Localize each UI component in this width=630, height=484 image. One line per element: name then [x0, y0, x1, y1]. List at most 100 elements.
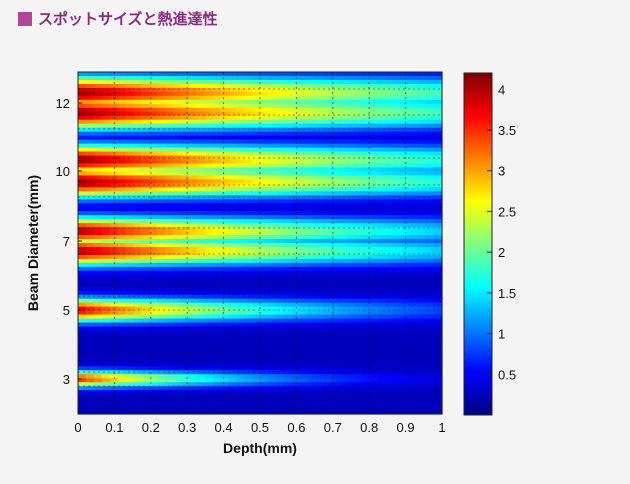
- heatmap-cell: [267, 72, 277, 77]
- heatmap-cell: [331, 219, 340, 224]
- heatmap-cell: [331, 159, 340, 165]
- heatmap-cell: [141, 147, 150, 153]
- heatmap-cell: [165, 135, 174, 141]
- heatmap-cell: [101, 211, 111, 216]
- heatmap-cell: [133, 211, 142, 216]
- heatmap-cell: [378, 239, 388, 244]
- heatmap-cell: [172, 334, 182, 340]
- heatmap-cell: [339, 314, 348, 320]
- heatmap-cell: [323, 298, 332, 304]
- heatmap-cell: [402, 235, 411, 240]
- heatmap-cell: [283, 410, 293, 415]
- heatmap-cell: [212, 262, 222, 268]
- heatmap-cell: [315, 306, 324, 312]
- heatmap-cell: [315, 219, 324, 224]
- heatmap-cell: [172, 123, 182, 129]
- heatmap-cell: [252, 246, 261, 252]
- heatmap-cell: [283, 231, 293, 236]
- x-tick-label: 0.1: [105, 420, 123, 435]
- heatmap-cell: [283, 270, 293, 276]
- heatmap-cell: [78, 330, 87, 336]
- heatmap-cell: [323, 75, 332, 81]
- heatmap-cell: [260, 322, 269, 328]
- heatmap-cell: [434, 207, 443, 212]
- heatmap-cell: [362, 334, 372, 340]
- heatmap-cell: [267, 131, 277, 137]
- heatmap-cell: [133, 167, 142, 173]
- heatmap-cell: [426, 382, 435, 387]
- heatmap-cell: [228, 199, 237, 204]
- heatmap-cell: [180, 250, 190, 256]
- heatmap-cell: [362, 147, 372, 153]
- heatmap-cell: [93, 239, 103, 244]
- heatmap-cell: [141, 246, 150, 252]
- heatmap-cell: [354, 163, 364, 169]
- heatmap-cell: [212, 402, 222, 407]
- heatmap-cell: [85, 270, 95, 276]
- heatmap-cell: [402, 350, 411, 355]
- heatmap-cell: [362, 72, 372, 77]
- heatmap-cell: [109, 402, 119, 407]
- heatmap-cell: [299, 235, 309, 240]
- heatmap-cell: [220, 171, 229, 176]
- heatmap-cell: [172, 298, 182, 304]
- heatmap-cell: [394, 107, 404, 113]
- heatmap-cell: [172, 250, 182, 256]
- heatmap-cell: [402, 219, 411, 224]
- heatmap-cell: [204, 318, 214, 324]
- heatmap-cell: [362, 239, 372, 244]
- heatmap-cell: [434, 250, 443, 256]
- heatmap-cell: [204, 155, 214, 161]
- heatmap-cell: [410, 151, 419, 157]
- heatmap-cell: [78, 406, 87, 411]
- heatmap-cell: [165, 123, 174, 129]
- heatmap-cell: [188, 322, 198, 328]
- heatmap-cell: [196, 111, 206, 117]
- heatmap-cell: [244, 223, 253, 228]
- heatmap-cell: [347, 227, 356, 232]
- heatmap-cell: [323, 207, 332, 212]
- heatmap-cell: [125, 223, 134, 228]
- heatmap-cell: [434, 274, 443, 280]
- heatmap-cell: [236, 262, 245, 268]
- heatmap-cell: [267, 322, 277, 328]
- heatmap-cell: [418, 195, 427, 200]
- heatmap-cell: [323, 215, 332, 220]
- heatmap-cell: [426, 318, 435, 324]
- heatmap-cell: [133, 350, 142, 355]
- heatmap-cell: [323, 406, 332, 411]
- heatmap-cell: [402, 227, 411, 232]
- heatmap-cell: [299, 91, 309, 97]
- heatmap-cell: [418, 155, 427, 161]
- heatmap-cell: [228, 235, 237, 240]
- heatmap-cell: [172, 386, 182, 391]
- heatmap-cell: [133, 374, 142, 379]
- heatmap-cell: [378, 394, 388, 399]
- heatmap-cell: [188, 95, 198, 101]
- heatmap-cell: [220, 382, 229, 387]
- heatmap-cell: [93, 350, 103, 355]
- heatmap-cell: [299, 258, 309, 264]
- heatmap-cell: [307, 330, 316, 336]
- heatmap-cell: [260, 334, 269, 340]
- heatmap-cell: [93, 79, 103, 85]
- heatmap-cell: [204, 91, 214, 97]
- heatmap-cell: [339, 262, 348, 268]
- heatmap-cell: [323, 386, 332, 391]
- heatmap-cell: [394, 354, 404, 359]
- heatmap-cell: [125, 330, 134, 336]
- heatmap-cell: [347, 103, 356, 109]
- heatmap-cell: [228, 123, 237, 129]
- heatmap-cell: [362, 398, 372, 403]
- heatmap-cell: [212, 103, 222, 109]
- heatmap-cell: [299, 219, 309, 224]
- heatmap-cell: [307, 310, 316, 316]
- heatmap-cell: [275, 350, 285, 355]
- heatmap-cell: [252, 127, 261, 133]
- heatmap-cell: [165, 346, 174, 351]
- heatmap-cell: [386, 258, 396, 264]
- heatmap-cell: [188, 183, 198, 188]
- heatmap-cell: [426, 139, 435, 145]
- heatmap-cell: [323, 286, 332, 292]
- heatmap-cell: [157, 266, 166, 272]
